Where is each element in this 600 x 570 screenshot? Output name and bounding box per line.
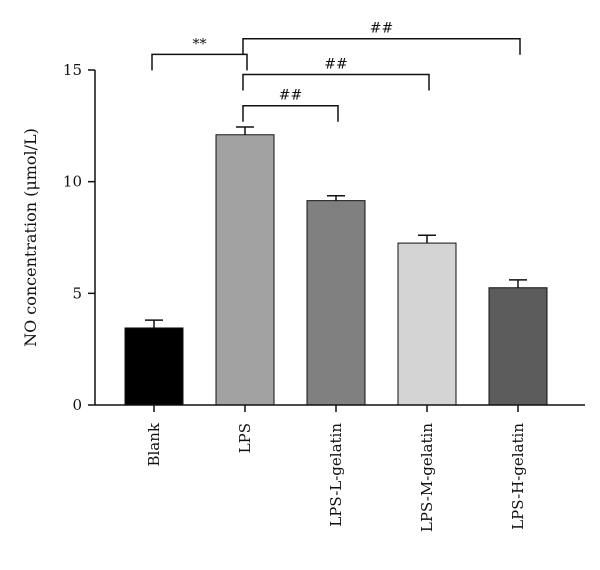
significance-group: ** ## ## ## — [151, 21, 521, 122]
error-bars-group — [145, 126, 527, 328]
axes-group — [94, 70, 585, 406]
significance-label: ## — [279, 88, 302, 104]
x-category-label: LPS-H-gelatin — [509, 423, 527, 530]
bar — [397, 242, 457, 406]
significance-label: ** — [193, 36, 207, 52]
y-tick-label: 0 — [72, 396, 82, 414]
x-category-label: LPS — [236, 423, 254, 453]
significance-label: ## — [324, 56, 347, 72]
significance-bracket — [242, 37, 521, 55]
x-categories-group: Blank LPS LPS-L-gelatin LPS-M-gelatin LPS-H-… — [145, 405, 527, 532]
bar — [306, 200, 366, 406]
bar — [124, 327, 184, 406]
y-tick-label: 10 — [63, 173, 82, 191]
significance-bracket — [242, 104, 339, 122]
y-ticks-group: 0 5 10 15 — [63, 61, 95, 414]
bar — [215, 134, 275, 406]
x-category-label: LPS-M-gelatin — [418, 423, 436, 532]
significance-bracket — [242, 73, 430, 91]
significance-label: ## — [370, 21, 393, 37]
bar — [488, 287, 548, 406]
y-tick-label: 5 — [72, 284, 82, 302]
significance-bracket — [151, 53, 248, 71]
y-tick-label: 15 — [63, 61, 82, 79]
x-category-label: LPS-L-gelatin — [327, 423, 345, 527]
y-axis-label: NO concentration (μmol/L) — [21, 128, 40, 347]
x-category-label: Blank — [145, 422, 163, 466]
bars-group — [124, 134, 548, 406]
